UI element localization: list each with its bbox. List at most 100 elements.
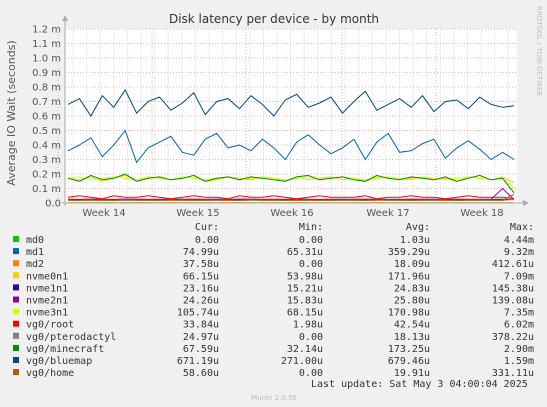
- y-tick-label: 0.6 m: [32, 112, 61, 123]
- legend-max-vg0-root: 6.02m: [504, 320, 534, 331]
- series-line-vg0-bluemap: [67, 88, 515, 117]
- legend-swatch-nvme3n1: [13, 308, 19, 315]
- y-tick-label: 0.3 m: [32, 155, 61, 166]
- legend-min-md1: 65.31u: [287, 247, 323, 258]
- legend-avg-vg0-home: 19.91u: [394, 368, 430, 379]
- legend-cur-nvme3n1: 105.74u: [177, 308, 219, 319]
- x-tick-label: Week 14: [82, 208, 125, 219]
- legend-cur-md2: 37.58u: [183, 259, 219, 270]
- y-tick-label: 0.8 m: [32, 83, 61, 94]
- legend: Cur: Min: Avg: Max: md0 0.00 0.00 1.03u 4.44m md1…: [13, 222, 534, 379]
- series-line-vg0-home: [67, 193, 515, 201]
- y-axis-ticks: 0.0 0.1 m 0.2 m 0.3 m 0.4 m 0.5 m 0.6 m 0.7 m 0.…: [32, 25, 61, 210]
- legend-avg-vg0-pterodactyl: 18.13u: [394, 332, 430, 343]
- series-line-md1: [67, 129, 515, 164]
- legend-swatch-nvme0n1: [13, 272, 19, 279]
- y-tick-label: 1.0 m: [32, 54, 61, 65]
- legend-swatch-md0: [13, 236, 19, 242]
- series-line-vg0-root: [67, 195, 515, 200]
- last-update: Last update: Sat May 3 04:00:04 2025: [311, 379, 528, 390]
- legend-name-nvme3n1: nvme3n1: [26, 308, 68, 319]
- legend-min-md2: 0.00: [299, 259, 323, 270]
- legend-max-vg0-home: 331.11u: [492, 368, 534, 379]
- y-tick-label: 0.2 m: [32, 170, 61, 181]
- legend-avg-nvme1n1: 24.83u: [394, 283, 430, 294]
- legend-swatch-md1: [13, 248, 19, 255]
- y-tick-label: 0.5 m: [32, 126, 61, 137]
- legend-max-nvme0n1: 7.09m: [504, 271, 534, 282]
- legend-name-vg0-pterodactyl: vg0/pterodactyl: [26, 332, 116, 343]
- legend-cur-nvme2n1: 24.26u: [183, 296, 219, 307]
- y-axis-label: Average IO Wait (seconds): [5, 40, 18, 185]
- legend-name-md2: md2: [26, 259, 44, 270]
- legend-avg-vg0-minecraft: 173.25u: [388, 344, 430, 355]
- rrdtool-credit: RRDTOOL / TOBI OETIKER: [535, 6, 543, 96]
- y-tick-label: 1.2 m: [32, 25, 61, 36]
- legend-cur-md1: 74.99u: [183, 247, 219, 258]
- legend-max-md2: 412.61u: [492, 259, 534, 270]
- axes: [62, 15, 529, 206]
- legend-min-vg0-root: 1.98u: [293, 320, 323, 331]
- legend-name-vg0-home: vg0/home: [26, 368, 74, 379]
- legend-name-nvme1n1: nvme1n1: [26, 283, 68, 294]
- x-tick-label: Week 16: [270, 208, 313, 219]
- legend-swatch-vg0-bluemap: [13, 357, 19, 363]
- legend-name-nvme0n1: nvme0n1: [26, 271, 68, 282]
- legend-swatch-md2: [13, 260, 19, 267]
- legend-min-vg0-home: 0.00: [299, 368, 323, 379]
- legend-header-cur: Cur:: [195, 222, 219, 233]
- y-tick-label: 0.7 m: [32, 97, 61, 108]
- legend-avg-nvme2n1: 25.80u: [394, 296, 430, 307]
- y-tick-label: 0.4 m: [32, 141, 61, 152]
- x-axis-ticks: Week 14 Week 15 Week 16 Week 17 Week 18: [82, 208, 503, 219]
- legend-max-vg0-minecraft: 2.90m: [504, 344, 534, 355]
- legend-cur-vg0-root: 33.84u: [183, 320, 219, 331]
- legend-swatch-vg0-pterodactyl: [13, 332, 19, 339]
- legend-min-md0: 0.00: [299, 235, 323, 246]
- legend-min-nvme3n1: 68.15u: [287, 308, 323, 319]
- legend-cur-nvme1n1: 23.16u: [183, 283, 219, 294]
- legend-name-md0: md0: [26, 235, 44, 246]
- legend-name-vg0-minecraft: vg0/minecraft: [26, 344, 104, 355]
- munin-version: Munin 2.0.56: [251, 394, 297, 402]
- series-line-nvme2n1: [67, 187, 515, 200]
- legend-max-md0: 4.44m: [504, 235, 534, 246]
- legend-max-md1: 9.32m: [504, 247, 534, 258]
- legend-max-nvme2n1: 139.08u: [492, 296, 534, 307]
- legend-name-nvme2n1: nvme2n1: [26, 296, 68, 307]
- legend-min-nvme0n1: 53.98u: [287, 271, 323, 282]
- legend-avg-vg0-root: 42.54u: [394, 320, 430, 331]
- legend-swatch-vg0-root: [13, 320, 19, 327]
- legend-cur-vg0-pterodactyl: 24.97u: [183, 332, 219, 343]
- legend-avg-md0: 1.03u: [400, 235, 430, 246]
- legend-header-min: Min:: [299, 222, 323, 233]
- legend-min-nvme1n1: 15.21u: [287, 283, 323, 294]
- legend-avg-md1: 359.29u: [388, 247, 430, 258]
- chart-title: Disk latency per device - by month: [169, 12, 379, 26]
- legend-swatch-vg0-minecraft: [13, 344, 19, 351]
- legend-min-vg0-bluemap: 271.00u: [281, 356, 323, 367]
- legend-min-nvme2n1: 15.83u: [287, 296, 323, 307]
- legend-cur-vg0-home: 58.60u: [183, 368, 219, 379]
- y-tick-label: 0.9 m: [32, 68, 61, 79]
- legend-avg-md2: 18.09u: [394, 259, 430, 270]
- y-tick-label: 1.1 m: [32, 39, 61, 50]
- x-axis-arrow: [523, 200, 529, 206]
- legend-max-nvme1n1: 145.38u: [492, 283, 534, 294]
- y-axis-arrow: [62, 15, 68, 21]
- grid: [57, 28, 517, 203]
- legend-swatch-vg0-home: [13, 369, 19, 376]
- x-tick-label: Week 17: [366, 208, 409, 219]
- legend-cur-vg0-minecraft: 67.59u: [183, 344, 219, 355]
- legend-swatch-nvme1n1: [13, 284, 19, 291]
- legend-min-vg0-minecraft: 32.14u: [287, 344, 323, 355]
- y-tick-label: 0.0: [45, 199, 61, 210]
- legend-header-avg: Avg:: [406, 222, 430, 233]
- series-line-vg0-minecraft: [67, 173, 515, 194]
- legend-max-vg0-pterodactyl: 378.22u: [492, 332, 534, 343]
- x-tick-label: Week 15: [176, 208, 219, 219]
- legend-min-vg0-pterodactyl: 0.00: [299, 332, 323, 343]
- legend-name-vg0-bluemap: vg0/bluemap: [26, 356, 92, 367]
- legend-swatch-nvme2n1: [13, 296, 19, 303]
